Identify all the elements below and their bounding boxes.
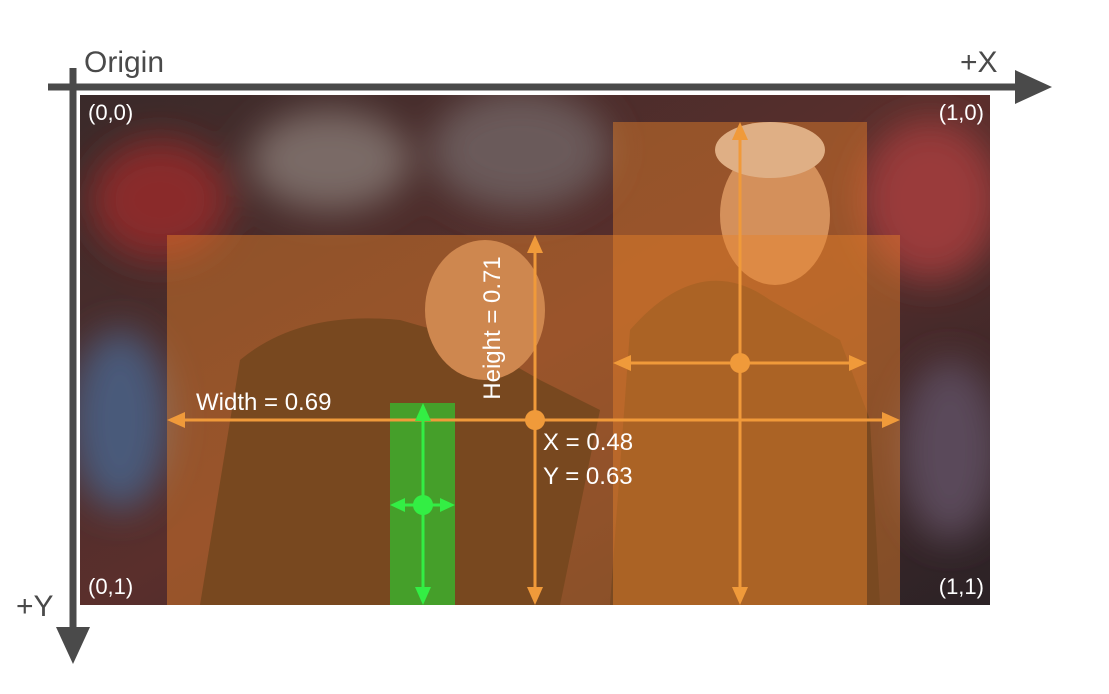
measure-arrows [167, 122, 900, 605]
width-label: Width = 0.69 [196, 389, 331, 416]
y-axis-label: +Y [16, 590, 54, 623]
photo [80, 95, 990, 605]
y-label: Y = 0.63 [543, 463, 633, 490]
x-axis-label: +X [960, 46, 998, 79]
corner-label: (0,1) [88, 574, 133, 599]
corner-label: (1,0) [939, 100, 984, 125]
corner-label: (0,0) [88, 100, 133, 125]
axes [48, 68, 1052, 664]
corner-label: (1,1) [939, 574, 984, 599]
x-label: X = 0.48 [543, 429, 633, 456]
origin-label: Origin [84, 46, 164, 79]
height-label: Height = 0.71 [479, 256, 506, 399]
measure-arrows [390, 403, 455, 605]
